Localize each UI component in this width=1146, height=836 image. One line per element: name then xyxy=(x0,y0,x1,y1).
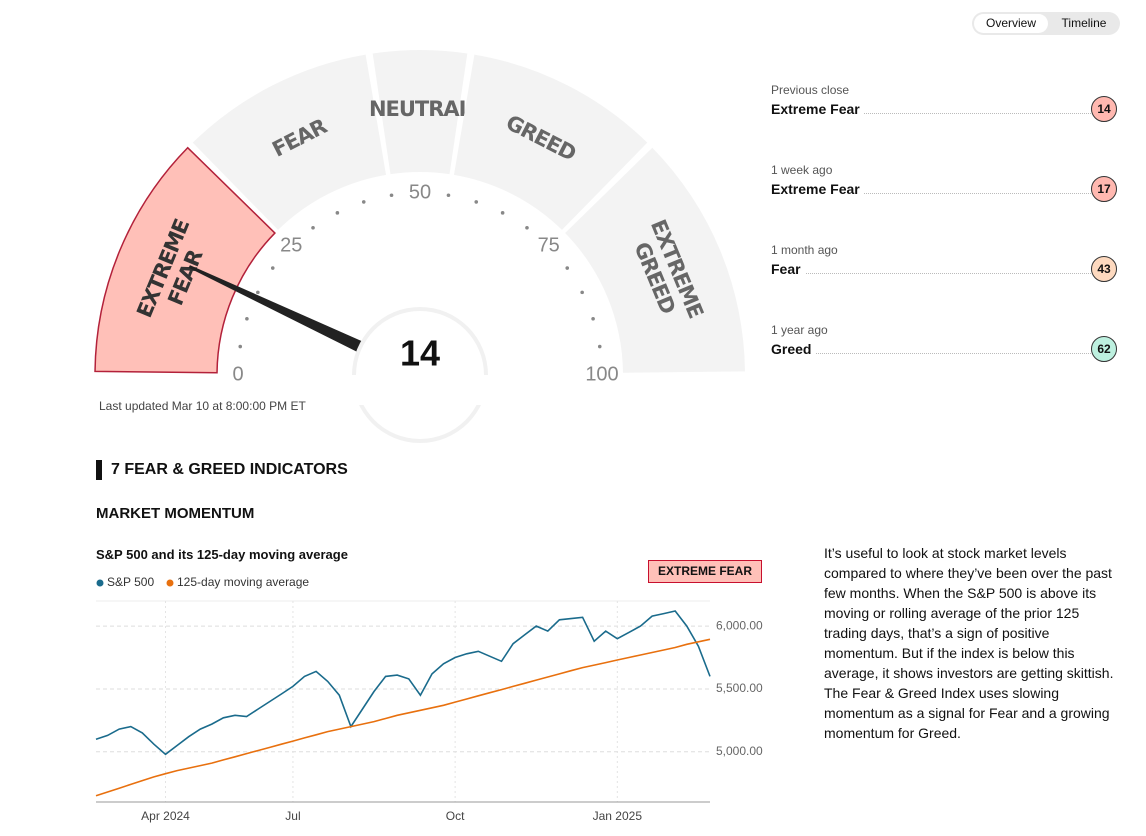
y-tick-label: 6,000.00 xyxy=(716,618,763,632)
gauge-segment xyxy=(192,54,387,230)
gauge-dot xyxy=(474,200,479,204)
gauge-segment xyxy=(94,146,276,374)
gauge-dot xyxy=(361,200,366,204)
gauge-dot xyxy=(238,344,243,349)
x-tick-label: Apr 2024 xyxy=(141,809,190,823)
gauge-dot xyxy=(311,225,315,230)
gauge-dot xyxy=(525,225,529,230)
history-item: 1 week ago Extreme Fear 17 xyxy=(771,163,1119,203)
history-rating: Greed xyxy=(771,341,816,357)
chart-title: S&P 500 and its 125-day moving average xyxy=(96,547,348,562)
section-title: 7 FEAR & GREED INDICATORS xyxy=(111,461,348,478)
tab-bar: Overview Timeline xyxy=(972,12,1120,35)
history-dots xyxy=(771,273,1091,274)
x-tick-label: Jul xyxy=(285,809,300,823)
series-line xyxy=(95,610,711,756)
history-value: 14 xyxy=(1091,96,1117,122)
gauge-dot xyxy=(270,266,275,270)
gauge-tick-label: 75 xyxy=(538,235,560,257)
history-caption: Previous close xyxy=(771,83,850,97)
gauge-tick-label: 50 xyxy=(409,181,431,203)
gauge-needle xyxy=(188,265,369,355)
legend-label: S&P 500 xyxy=(107,575,154,589)
section-marker xyxy=(96,460,102,480)
gauge-tick-label: 0 xyxy=(232,363,243,385)
history-value: 43 xyxy=(1091,256,1117,282)
gauge-dot xyxy=(256,290,260,295)
history-dots xyxy=(771,193,1091,194)
tab-overview[interactable]: Overview xyxy=(974,14,1048,33)
history-rating: Extreme Fear xyxy=(771,181,864,197)
gauge-dot xyxy=(597,344,602,349)
segment-label: NEUTRAL xyxy=(369,97,472,121)
gauge-segment xyxy=(453,54,648,230)
gauge-base-mask xyxy=(340,375,500,405)
gauge-tick-label: 100 xyxy=(585,363,618,385)
history-rating: Fear xyxy=(771,261,805,277)
gauge-dot xyxy=(500,211,505,215)
gauge-dot xyxy=(565,266,570,270)
gauge-dot xyxy=(335,211,340,215)
legend-swatch xyxy=(96,579,104,587)
x-tick-label: Oct xyxy=(446,809,465,823)
y-tick-label: 5,500.00 xyxy=(716,681,763,695)
history-caption: 1 week ago xyxy=(771,163,833,177)
legend-swatch xyxy=(166,579,174,587)
history-item: 1 year ago Greed 62 xyxy=(771,323,1119,363)
gauge-tick-label: 25 xyxy=(280,235,302,257)
gauge-segment xyxy=(372,50,468,175)
gauge-dot xyxy=(245,316,249,321)
history-item: 1 month ago Fear 43 xyxy=(771,243,1119,283)
history-value: 62 xyxy=(1091,336,1117,362)
gauge-dot xyxy=(580,290,584,295)
gauge-dot xyxy=(446,193,451,198)
gauge-dot xyxy=(591,316,595,321)
last-updated: Last updated Mar 10 at 8:00:00 PM ET xyxy=(99,399,306,413)
history-caption: 1 year ago xyxy=(771,323,828,337)
history-caption: 1 month ago xyxy=(771,243,838,257)
series-line xyxy=(95,638,711,797)
rating-badge: EXTREME FEAR xyxy=(648,560,762,583)
history-rating: Extreme Fear xyxy=(771,101,864,117)
indicator-title: MARKET MOMENTUM xyxy=(96,505,255,522)
gauge-segment xyxy=(565,147,745,373)
x-tick-label: Jan 2025 xyxy=(593,809,643,823)
history-dots xyxy=(771,353,1091,354)
gauge-value: 14 xyxy=(400,333,440,374)
tab-timeline[interactable]: Timeline xyxy=(1061,16,1107,30)
description: It’s useful to look at stock market leve… xyxy=(824,545,1114,741)
legend-label: 125-day moving average xyxy=(177,575,309,589)
y-tick-label: 5,000.00 xyxy=(716,744,763,758)
gauge-dot xyxy=(389,193,394,198)
history-item: Previous close Extreme Fear 14 xyxy=(771,83,1119,123)
history-value: 17 xyxy=(1091,176,1117,202)
history-dots xyxy=(771,113,1091,114)
